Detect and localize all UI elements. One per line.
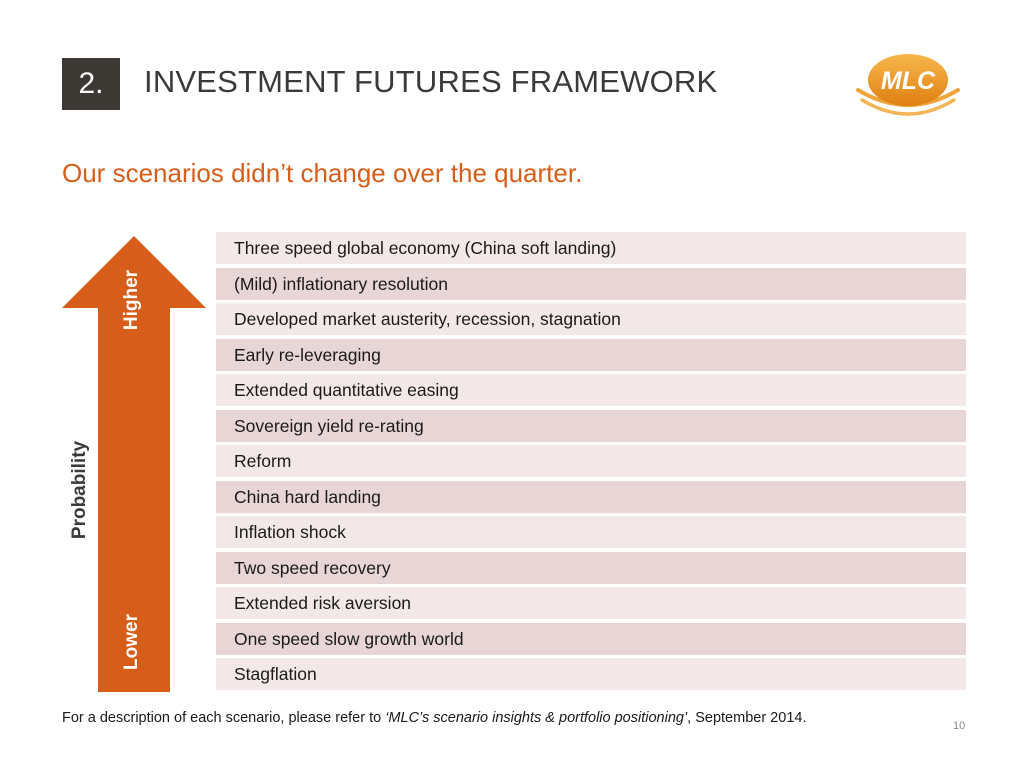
slide-title: INVESTMENT FUTURES FRAMEWORK bbox=[144, 64, 718, 99]
scenario-row: China hard landing bbox=[216, 480, 966, 513]
scenario-row: Two speed recovery bbox=[216, 551, 966, 584]
footnote: For a description of each scenario, plea… bbox=[62, 710, 806, 726]
scenario-row: Early re-leveraging bbox=[216, 338, 966, 371]
scenario-row: Developed market austerity, recession, s… bbox=[216, 303, 966, 335]
footnote-suffix: , September 2014. bbox=[687, 710, 807, 726]
section-number: 2. bbox=[62, 58, 120, 110]
scenario-row: Three speed global economy (China soft l… bbox=[216, 232, 966, 264]
footnote-reference: ‘MLC’s scenario insights & portfolio pos… bbox=[385, 710, 688, 726]
probability-axis-label: Probability bbox=[69, 440, 90, 540]
scenario-row: Reform bbox=[216, 445, 966, 477]
lower-label: Lower bbox=[121, 614, 142, 670]
footnote-prefix: For a description of each scenario, plea… bbox=[62, 710, 386, 726]
logo-text: MLC bbox=[881, 67, 936, 95]
scenario-list: Three speed global economy (China soft l… bbox=[216, 232, 966, 694]
probability-arrow-shape bbox=[62, 236, 206, 692]
scenario-row: Extended quantitative easing bbox=[216, 374, 966, 406]
scenario-row: Extended risk aversion bbox=[216, 587, 966, 619]
page-number: 10 bbox=[953, 720, 966, 732]
mlc-logo: MLC bbox=[856, 54, 960, 116]
higher-label: Higher bbox=[121, 269, 142, 331]
scenario-row: Stagflation bbox=[216, 658, 966, 690]
scenario-row: One speed slow growth world bbox=[216, 622, 966, 655]
scenario-row: Sovereign yield re-rating bbox=[216, 409, 966, 442]
scenario-row: (Mild) inflationary resolution bbox=[216, 267, 966, 300]
scenario-row: Inflation shock bbox=[216, 516, 966, 548]
subtitle: Our scenarios didn’t change over the qua… bbox=[62, 158, 583, 188]
